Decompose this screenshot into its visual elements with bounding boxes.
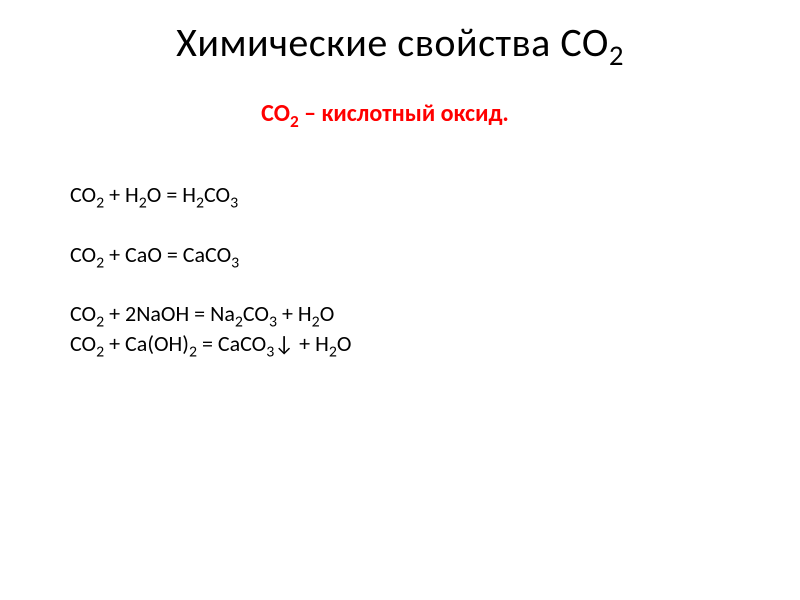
- eq-text: + H: [277, 300, 312, 327]
- eq-text: + 2NaOH = Na: [104, 300, 235, 327]
- subscript: 2: [96, 342, 104, 361]
- eq-text: CO: [204, 181, 230, 208]
- eq-text: O: [337, 330, 352, 357]
- slide-subtitle: CO2 – кислотный оксид.: [10, 99, 760, 128]
- subscript: 2: [329, 342, 337, 361]
- eq-text: CO: [70, 241, 96, 268]
- slide: Химические свойства CO2 CO2 – кислотный …: [0, 0, 800, 600]
- eq-text: + H: [104, 181, 139, 208]
- equations-block: CO2 + H2O = H2CO3CO2 + CaO = CaCO3CO2 + …: [40, 180, 760, 359]
- eq-text: O: [320, 300, 335, 327]
- eq-text: = CaCO: [197, 330, 266, 357]
- equation-line: CO2 + Ca(OH)2 = CaCO3↓ + H2O: [70, 329, 760, 359]
- eq-text: + Ca(OH): [104, 330, 189, 357]
- title-text: Химические свойства CO: [176, 18, 609, 67]
- subscript: 3: [230, 193, 238, 212]
- subtitle-formula: CO: [261, 99, 290, 128]
- eq-text: CO: [70, 300, 96, 327]
- subscript: 2: [96, 193, 104, 212]
- subscript: 2: [189, 342, 197, 361]
- subscript: 2: [196, 193, 204, 212]
- equation-line: CO2 + CaO = CaCO3: [70, 240, 760, 270]
- eq-text: O = H: [147, 181, 196, 208]
- subscript: 3: [231, 253, 239, 272]
- eq-text: ↓ + H: [274, 330, 329, 357]
- eq-text: CO: [70, 181, 96, 208]
- subscript: 2: [139, 193, 147, 212]
- subscript: 2: [96, 253, 104, 272]
- equation-line: CO2 + H2O = H2CO3: [70, 180, 760, 210]
- eq-text: CO: [243, 300, 269, 327]
- eq-text: CO: [70, 330, 96, 357]
- subtitle-formula-sub: 2: [290, 111, 299, 132]
- equation-line: CO2 + 2NaOH = Na2CO3 + H2O: [70, 299, 760, 329]
- slide-title: Химические свойства CO2: [40, 18, 760, 67]
- title-sub: 2: [609, 38, 624, 73]
- eq-text: + CaO = CaCO: [104, 241, 231, 268]
- subtitle-text: – кислотный оксид.: [299, 99, 509, 128]
